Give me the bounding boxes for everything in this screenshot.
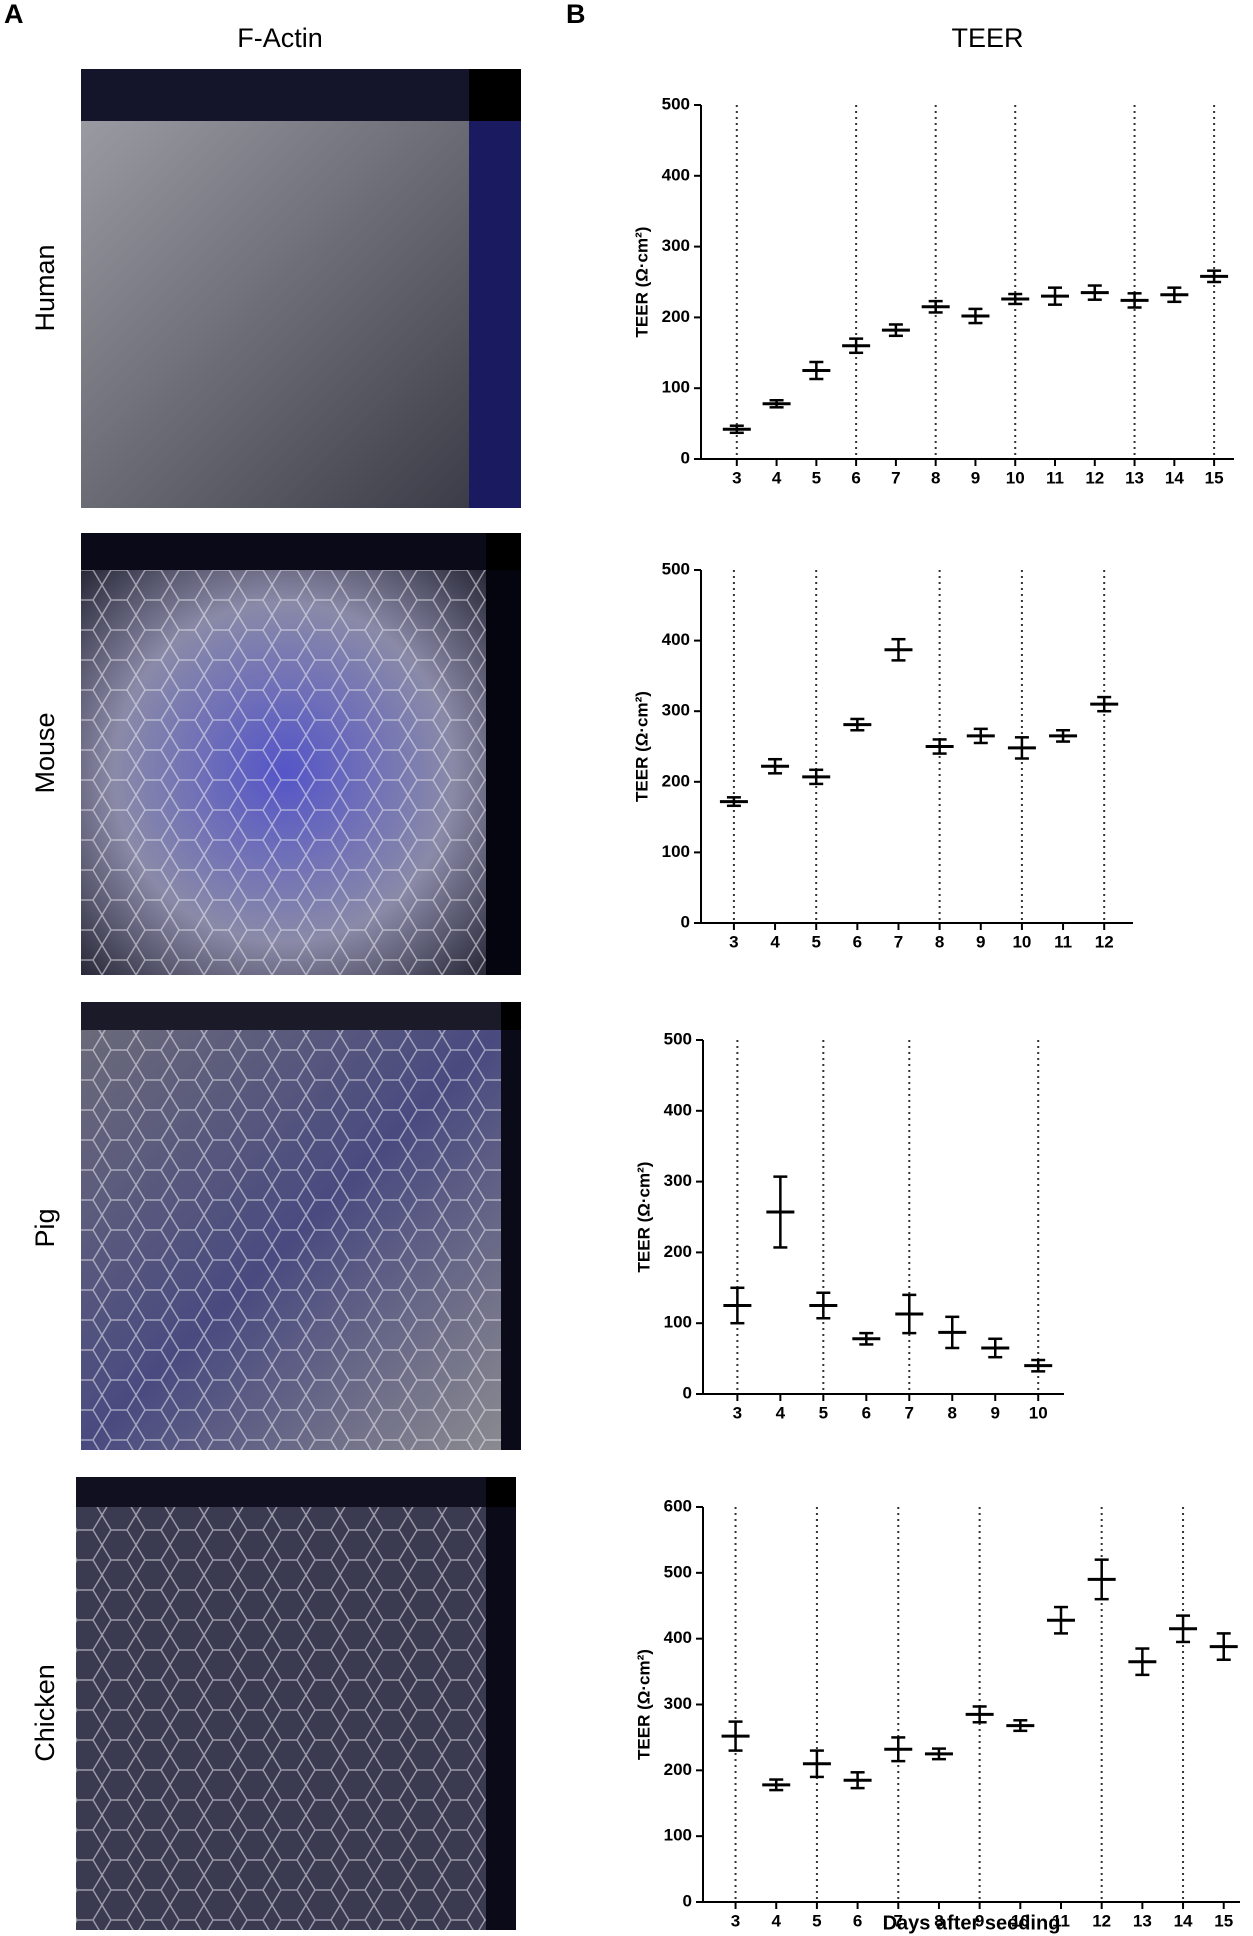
x-tick-label: 10 [1006, 468, 1025, 487]
x-tick-label: 6 [851, 468, 860, 487]
x-tick-label: 4 [776, 1403, 786, 1422]
y-tick-label: 200 [664, 1760, 692, 1779]
y-tick-label: 400 [662, 165, 690, 184]
x-tick-label: 9 [975, 1911, 984, 1930]
x-tick-label: 13 [1133, 1911, 1152, 1930]
species-label: Human [30, 244, 60, 331]
x-tick-label: 8 [931, 468, 940, 487]
x-tick-label: 12 [1085, 468, 1104, 487]
micrograph [76, 1477, 516, 1930]
y-tick-label: 0 [683, 1383, 692, 1402]
y-tick-label: 500 [664, 1029, 692, 1048]
y-tick-label: 100 [662, 842, 690, 861]
image-title: F-Actin [237, 23, 323, 53]
x-tick-label: 5 [811, 932, 820, 951]
x-tick-label: 8 [935, 932, 944, 951]
y-tick-label: 100 [664, 1313, 692, 1332]
x-tick-label: 3 [733, 1403, 742, 1422]
x-tick-label: 9 [976, 932, 985, 951]
y-tick-label: 0 [683, 1891, 692, 1910]
x-tick-label: 15 [1205, 468, 1224, 487]
y-tick-label: 200 [662, 771, 690, 790]
x-tick-label: 6 [853, 1911, 862, 1930]
panel-label: B [566, 0, 586, 29]
x-tick-label: 5 [812, 468, 821, 487]
y-axis-label: TEER (Ω·cm²) [632, 691, 651, 802]
y-tick-label: 600 [664, 1496, 692, 1515]
micrograph [81, 69, 521, 508]
x-axis-label: Days after seeding [883, 1912, 1061, 1934]
x-tick-label: 7 [891, 468, 900, 487]
panel-label: A [4, 0, 24, 29]
y-axis-label: TEER (Ω·cm²) [632, 227, 651, 338]
x-tick-label: 7 [894, 932, 903, 951]
y-tick-label: 400 [664, 1100, 692, 1119]
y-tick-label: 0 [681, 912, 690, 931]
x-tick-label: 11 [1046, 468, 1064, 487]
micrograph [81, 533, 521, 975]
x-tick-label: 10 [1029, 1403, 1048, 1422]
x-tick-label: 9 [971, 468, 980, 487]
x-tick-label: 12 [1092, 1911, 1111, 1930]
x-tick-label: 5 [819, 1403, 828, 1422]
y-tick-label: 500 [662, 559, 690, 578]
x-tick-label: 9 [991, 1403, 1000, 1422]
chart-title: TEER [951, 23, 1023, 53]
x-tick-label: 15 [1214, 1911, 1233, 1930]
micrograph [81, 1002, 521, 1450]
x-tick-label: 13 [1125, 468, 1144, 487]
x-tick-label: 8 [948, 1403, 957, 1422]
y-tick-label: 500 [664, 1562, 692, 1581]
x-tick-label: 4 [772, 468, 782, 487]
x-tick-label: 11 [1052, 1911, 1070, 1930]
y-tick-label: 300 [662, 236, 690, 255]
y-tick-label: 300 [662, 701, 690, 720]
y-tick-label: 300 [664, 1694, 692, 1713]
x-tick-label: 7 [894, 1911, 903, 1930]
y-tick-label: 400 [664, 1628, 692, 1647]
x-tick-label: 11 [1054, 932, 1072, 951]
x-tick-label: 10 [1012, 932, 1031, 951]
x-tick-label: 3 [729, 932, 738, 951]
x-tick-label: 4 [770, 932, 780, 951]
y-axis-label: TEER (Ω·cm²) [634, 1162, 653, 1273]
x-tick-label: 3 [732, 468, 741, 487]
y-tick-label: 200 [662, 307, 690, 326]
species-label: Chicken [30, 1664, 60, 1762]
y-tick-label: 200 [664, 1242, 692, 1261]
x-tick-label: 6 [862, 1403, 871, 1422]
x-tick-label: 8 [934, 1911, 943, 1930]
y-tick-label: 300 [664, 1171, 692, 1190]
y-tick-label: 500 [662, 94, 690, 113]
x-tick-label: 3 [731, 1911, 740, 1930]
x-tick-label: 7 [905, 1403, 914, 1422]
y-tick-label: 100 [662, 378, 690, 397]
y-tick-label: 100 [664, 1826, 692, 1845]
x-tick-label: 14 [1174, 1911, 1193, 1930]
x-tick-label: 5 [812, 1911, 821, 1930]
species-label: Pig [30, 1208, 60, 1247]
x-tick-label: 12 [1095, 932, 1114, 951]
species-label: Mouse [30, 712, 60, 793]
x-tick-label: 4 [771, 1911, 781, 1930]
y-tick-label: 0 [681, 448, 690, 467]
x-tick-label: 6 [853, 932, 862, 951]
y-axis-label: TEER (Ω·cm²) [634, 1649, 653, 1760]
x-tick-label: 10 [1011, 1911, 1030, 1930]
y-tick-label: 400 [662, 630, 690, 649]
x-tick-label: 14 [1165, 468, 1184, 487]
